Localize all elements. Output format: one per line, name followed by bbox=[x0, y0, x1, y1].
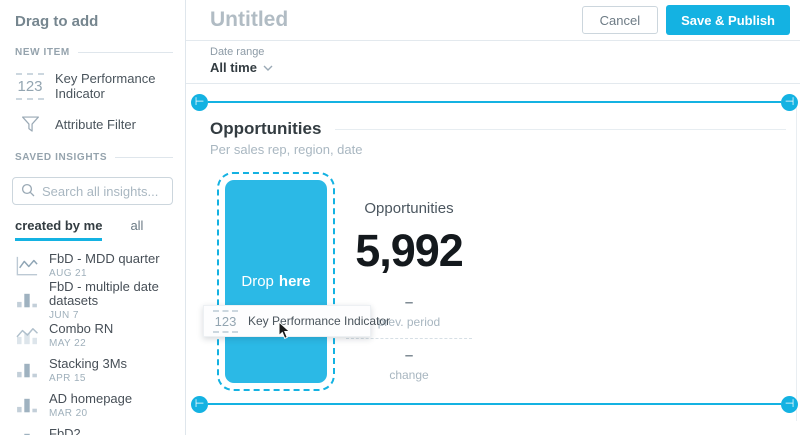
kpi-change: – change bbox=[336, 348, 482, 382]
section-label-new-item: NEW ITEM bbox=[15, 47, 173, 58]
date-range-value: All time bbox=[210, 60, 257, 75]
line-chart-icon bbox=[14, 255, 39, 277]
search-input[interactable] bbox=[42, 183, 164, 199]
section-subtitle: Per sales rep, region, date bbox=[210, 142, 363, 157]
drop-indicator-line bbox=[208, 403, 781, 405]
section-heading: Opportunities bbox=[210, 119, 786, 139]
insight-item[interactable]: AD homepage MAR 20 bbox=[0, 388, 185, 423]
insight-date: JUN 7 bbox=[49, 309, 79, 321]
insight-title: FbD - MDD quarter bbox=[49, 251, 160, 267]
sidebar-title: Drag to add bbox=[15, 13, 99, 30]
kpi-widget[interactable]: Opportunities 5,992 – prev. period – cha… bbox=[336, 200, 482, 382]
main-header: Untitled Cancel Save & Publish bbox=[186, 0, 800, 41]
drop-handle-right-icon: ⊣ bbox=[781, 395, 798, 413]
bar-chart-icon bbox=[14, 292, 39, 310]
divider bbox=[335, 128, 786, 130]
drop-handle-left-icon: ⊢ bbox=[191, 93, 208, 111]
insight-title: Stacking 3Ms bbox=[49, 356, 128, 372]
insights-search[interactable] bbox=[12, 177, 173, 205]
section-title: Opportunities bbox=[210, 119, 322, 138]
bar-chart-icon bbox=[14, 432, 39, 435]
combo-chart-icon bbox=[14, 326, 39, 346]
kpi-title: Opportunities bbox=[364, 200, 454, 217]
insight-item[interactable]: Stacking 3Ms APR 15 bbox=[0, 353, 185, 388]
kpi-value: 5,992 bbox=[355, 225, 464, 276]
drop-indicator-line bbox=[208, 101, 781, 103]
section-label-saved-insights: SAVED INSIGHTS bbox=[15, 152, 173, 163]
drop-handle-right-icon: ⊣ bbox=[781, 93, 798, 111]
divider bbox=[115, 157, 173, 158]
insight-title: FbD - multiple date datasets bbox=[49, 279, 159, 308]
search-icon bbox=[21, 183, 35, 200]
canvas-right-edge bbox=[796, 102, 797, 421]
insight-tabs: created by me all bbox=[15, 218, 170, 241]
tab-all[interactable]: all bbox=[130, 218, 144, 233]
dashboard-canvas: ⊢ ⊣ Opportunities Per sales rep, region,… bbox=[186, 84, 800, 435]
tab-created-by-me[interactable]: created by me bbox=[15, 218, 103, 241]
insight-title: Combo RN bbox=[49, 321, 114, 337]
dropzone-fill: Drop here bbox=[225, 180, 327, 383]
new-item-filter-label: Attribute Filter bbox=[55, 117, 136, 132]
new-item-kpi-label: Key Performance Indicator bbox=[55, 71, 156, 101]
insight-date: AUG 21 bbox=[49, 267, 87, 279]
kpi-123-icon: 123 bbox=[15, 73, 45, 100]
date-range-dropdown[interactable]: All time bbox=[210, 60, 776, 75]
insight-title: FbD2 bbox=[49, 426, 81, 435]
drop-indicator-bottom: ⊢ ⊣ bbox=[191, 395, 798, 413]
dragged-item-ghost: 123 Key Performance Indicator bbox=[203, 305, 390, 339]
kpi-divider bbox=[346, 338, 472, 340]
kpi-123-icon: 123 bbox=[212, 310, 239, 333]
insight-item[interactable]: FbD - MDD quarter AUG 21 bbox=[0, 248, 185, 283]
new-item-kpi[interactable]: 123 Key Performance Indicator bbox=[15, 71, 170, 101]
insight-date: MAR 20 bbox=[49, 407, 88, 419]
drop-handle-left-icon: ⊢ bbox=[191, 395, 208, 413]
bar-chart-icon bbox=[14, 362, 39, 380]
kpi-prev-period: – prev. period bbox=[336, 295, 482, 329]
bar-chart-icon bbox=[14, 397, 39, 415]
dragged-item-label: Key Performance Indicator bbox=[248, 314, 391, 328]
filter-bar: Date range All time bbox=[186, 41, 800, 84]
insight-list: FbD - MDD quarter AUG 21 FbD - multiple … bbox=[0, 248, 185, 435]
dashboard-title[interactable]: Untitled bbox=[210, 8, 289, 31]
insight-title: AD homepage bbox=[49, 391, 133, 407]
saved-insights-label: SAVED INSIGHTS bbox=[15, 152, 108, 163]
insight-item[interactable]: Combo RN MAY 22 bbox=[0, 318, 185, 353]
main-area: Untitled Cancel Save & Publish Date rang… bbox=[186, 0, 800, 435]
dropzone-label-bold: here bbox=[278, 273, 311, 290]
new-item-attribute-filter[interactable]: Attribute Filter bbox=[15, 114, 170, 135]
kpi-change-value: – bbox=[404, 347, 414, 365]
kpi-dropzone[interactable]: Drop here bbox=[217, 172, 335, 391]
insight-date: APR 15 bbox=[49, 372, 86, 384]
insight-date: MAY 22 bbox=[49, 337, 87, 349]
kpi-prev-period-value: – bbox=[404, 294, 414, 312]
save-publish-button[interactable]: Save & Publish bbox=[666, 5, 790, 35]
cursor-icon bbox=[278, 321, 291, 339]
drop-indicator-top: ⊢ ⊣ bbox=[191, 93, 798, 111]
kpi-prev-period-label: prev. period bbox=[377, 315, 441, 330]
kpi-change-label: change bbox=[389, 368, 429, 383]
date-range-label: Date range bbox=[210, 46, 265, 58]
funnel-icon bbox=[15, 114, 45, 135]
chevron-down-icon bbox=[263, 65, 273, 71]
cancel-button[interactable]: Cancel bbox=[581, 6, 659, 34]
sidebar: Drag to add NEW ITEM 123 Key Performance… bbox=[0, 0, 186, 435]
insight-item[interactable]: FbD2 SEP 18, 2018 bbox=[0, 423, 185, 435]
insight-item[interactable]: FbD - multiple date datasets JUN 7 bbox=[0, 279, 185, 321]
new-item-label: NEW ITEM bbox=[15, 47, 70, 58]
dropzone-label: Drop bbox=[241, 273, 274, 290]
divider bbox=[77, 52, 173, 53]
